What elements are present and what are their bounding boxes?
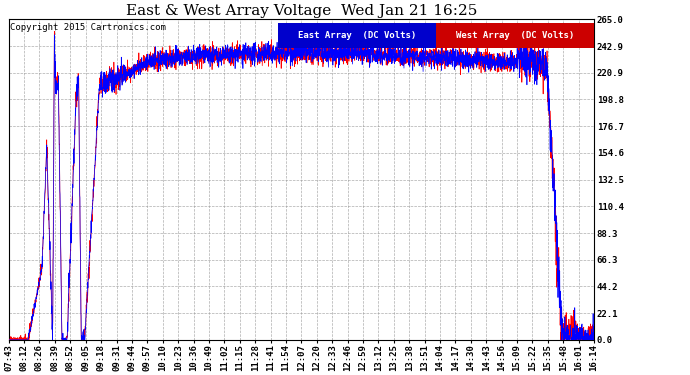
Title: East & West Array Voltage  Wed Jan 21 16:25: East & West Array Voltage Wed Jan 21 16:… xyxy=(126,4,477,18)
FancyBboxPatch shape xyxy=(436,22,594,48)
Text: West Array  (DC Volts): West Array (DC Volts) xyxy=(456,31,574,40)
FancyBboxPatch shape xyxy=(278,22,436,48)
Text: East Array  (DC Volts): East Array (DC Volts) xyxy=(298,31,416,40)
Text: Copyright 2015 Cartronics.com: Copyright 2015 Cartronics.com xyxy=(10,22,166,32)
